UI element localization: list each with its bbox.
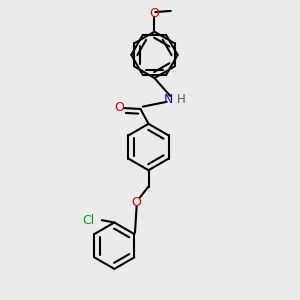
Text: O: O (114, 101, 124, 114)
Text: Cl: Cl (82, 214, 94, 226)
Text: O: O (132, 196, 142, 209)
Text: N: N (164, 93, 173, 106)
Text: H: H (177, 93, 186, 106)
Text: O: O (149, 8, 159, 20)
